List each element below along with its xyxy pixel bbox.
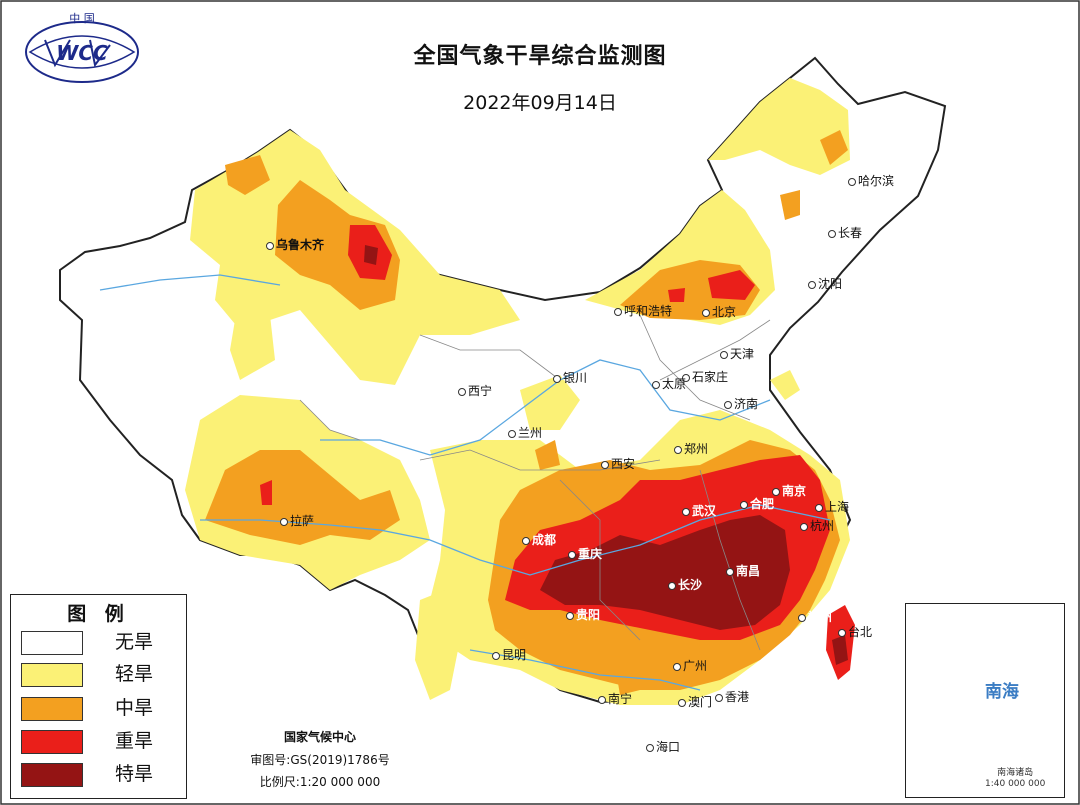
legend-label: 特旱 — [115, 763, 154, 785]
legend: 图 例 无旱 轻旱 中旱 重旱 特旱 — [10, 594, 187, 799]
inset-scale: 南海诸岛 1:40 000 000 — [985, 768, 1045, 790]
legend-label: 中旱 — [115, 697, 154, 719]
city-beijing: 北京 — [702, 303, 736, 320]
city-taipei: 台北 — [838, 623, 872, 640]
legend-swatch — [21, 763, 83, 787]
light-yunnan — [415, 590, 460, 700]
legend-swatch — [21, 631, 83, 655]
city-haikou: 海口 — [646, 738, 680, 755]
city-nanjing: 南京 — [772, 482, 806, 499]
city-wuhan: 武汉 — [682, 502, 716, 519]
city-changchun: 长春 — [828, 224, 862, 241]
legend-title: 图 例 — [67, 603, 130, 625]
city-xian: 西安 — [601, 455, 635, 472]
city-shanghai: 上海 — [815, 498, 849, 515]
light-xinjiang-west — [230, 315, 275, 380]
city-tianjin: 天津 — [720, 345, 754, 362]
city-harbin: 哈尔滨 — [848, 172, 894, 189]
credit-approval: 审图号:GS(2019)1786号 — [250, 753, 390, 767]
inset-frame — [905, 603, 1065, 798]
city-hohhot: 呼和浩特 — [614, 302, 672, 319]
city-chengdu: 成都 — [522, 531, 556, 548]
moderate-northeast — [820, 130, 848, 165]
credit-scale: 比例尺:1:20 000 000 — [259, 775, 381, 789]
city-zhengzhou: 郑州 — [674, 440, 708, 457]
city-lanzhou: 兰州 — [508, 424, 542, 441]
light-shandong — [770, 370, 800, 400]
extreme-drought-areas — [364, 245, 848, 665]
logo-text: WCC — [56, 41, 108, 65]
extreme-south — [540, 515, 790, 630]
city-shenyang: 沈阳 — [808, 275, 842, 292]
severe-beijing-west — [668, 288, 685, 302]
legend-swatch — [21, 663, 83, 687]
legend-item-severe: 重旱 — [21, 730, 181, 756]
light-northeast — [708, 78, 850, 175]
legend-label: 重旱 — [115, 730, 154, 752]
legend-swatch — [21, 697, 83, 721]
wcc-logo: WCC 中 国 — [25, 12, 139, 83]
river-north — [99, 274, 281, 291]
legend-swatch — [21, 730, 83, 754]
city-macau: 澳门 — [678, 693, 712, 710]
city-nanning: 南宁 — [598, 690, 632, 707]
city-xining: 西宁 — [458, 382, 492, 399]
city-nanchang: 南昌 — [726, 562, 760, 579]
city-hangzhou: 杭州 — [800, 517, 834, 534]
city-urumqi: 乌鲁木齐 — [266, 236, 324, 253]
severe-xizang — [260, 480, 272, 505]
moderate-altay — [225, 155, 270, 195]
city-changsha: 长沙 — [668, 576, 702, 593]
moderate-hebei — [780, 190, 800, 220]
city-shijiazhuang: 石家庄 — [682, 368, 728, 385]
city-kunming: 昆明 — [492, 646, 526, 663]
river-yangtze — [200, 504, 831, 576]
light-gansu — [520, 375, 580, 430]
inset-scale-value: 1:40 000 000 — [985, 779, 1046, 789]
legend-label: 无旱 — [115, 631, 154, 653]
legend-item-light: 轻旱 — [21, 663, 181, 689]
river-pearl — [469, 649, 701, 691]
provincial-borders — [299, 314, 771, 651]
legend-item-moderate: 中旱 — [21, 697, 181, 723]
severe-inner-mongolia — [708, 270, 755, 300]
inset-label: 南海 — [985, 682, 1019, 702]
moderate-xizang — [205, 450, 400, 545]
map-title: 全国气象干旱综合监测图 — [413, 44, 667, 69]
city-hongkong: 香港 — [715, 688, 749, 705]
logo-arc-text: 中 国 — [69, 12, 95, 25]
city-lhasa: 拉萨 — [280, 512, 314, 529]
extreme-taiwan — [832, 635, 848, 665]
credit-org: 国家气候中心 — [283, 730, 356, 744]
legend-item-none: 无旱 — [21, 631, 181, 657]
legend-item-extreme: 特旱 — [21, 763, 181, 789]
city-taiyuan: 太原 — [652, 375, 686, 392]
city-guangzhou: 广州 — [673, 657, 707, 674]
city-hefei: 合肥 — [740, 495, 774, 512]
city-yinchuan: 银川 — [553, 369, 587, 386]
map-date: 2022年09月14日 — [463, 92, 617, 114]
extreme-xinjiang — [364, 245, 378, 265]
inset-scale-title: 南海诸岛 — [997, 768, 1034, 778]
moderate-gansu — [535, 440, 560, 470]
city-chongqing: 重庆 — [568, 545, 602, 562]
city-jinan: 济南 — [724, 395, 758, 412]
legend-label: 轻旱 — [115, 663, 154, 685]
city-guiyang: 贵阳 — [566, 606, 600, 623]
city-fuzhou: 福州 — [798, 608, 832, 625]
